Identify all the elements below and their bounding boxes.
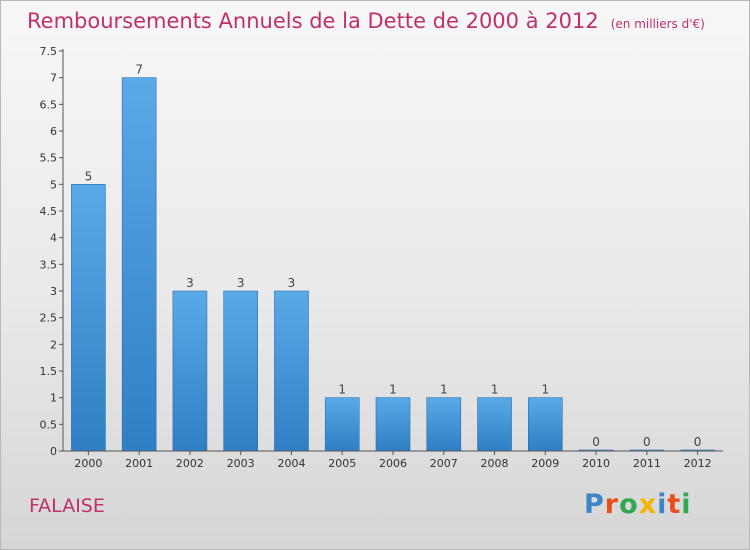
data-label: 1: [440, 383, 448, 397]
data-label: 1: [491, 383, 499, 397]
x-tick-label: 2009: [531, 457, 559, 470]
x-tick-label: 2000: [74, 457, 102, 470]
y-tick-label: 5.5: [40, 152, 58, 165]
logo-letter: P: [584, 489, 605, 520]
y-tick-label: 6.5: [40, 98, 58, 111]
y-tick-label: 7: [50, 72, 57, 85]
x-tick-label: 2001: [125, 457, 153, 470]
y-tick-label: 6: [50, 125, 57, 138]
bar[interactable]: [324, 397, 360, 452]
x-tick-label: 2010: [582, 457, 610, 470]
data-label: 3: [288, 276, 296, 290]
proxiti-logo[interactable]: Proxiti: [584, 489, 692, 520]
data-label: 7: [135, 63, 143, 77]
x-tick-label: 2003: [227, 457, 255, 470]
logo-letter: i: [681, 489, 692, 520]
y-tick-label: 7.5: [40, 45, 58, 58]
bar[interactable]: [121, 77, 157, 452]
y-tick-label: 4.5: [40, 205, 58, 218]
data-label: 5: [85, 169, 93, 183]
y-tick-label: 1: [50, 392, 57, 405]
bar-series: 5 7 3 3 3 1 1 1 1 1 0 0 0: [71, 63, 715, 452]
x-tick-label: 2008: [481, 457, 509, 470]
chart-title: Remboursements Annuels de la Dette de 20…: [27, 9, 705, 33]
data-label: 1: [389, 383, 397, 397]
logo-letter: r: [604, 489, 620, 520]
bar[interactable]: [426, 397, 462, 452]
y-tick-label: 5: [50, 178, 57, 191]
data-label: 0: [592, 435, 600, 449]
logo-letter: i: [657, 489, 668, 520]
y-tick-label: 3: [50, 285, 57, 298]
y-tick-label: 3.5: [40, 258, 58, 271]
bar[interactable]: [172, 290, 208, 452]
x-tick-label: 2012: [684, 457, 712, 470]
x-axis: 2000 2001 2002 2003 2004 2005 2006 2007 2008 2009…: [63, 450, 723, 470]
x-tick-label: 2005: [328, 457, 356, 470]
y-tick-label: 4: [50, 232, 57, 245]
bar[interactable]: [528, 397, 563, 452]
commune-name: FALAISE: [29, 495, 105, 517]
bar[interactable]: [375, 397, 411, 452]
y-tick-label: 0: [50, 445, 57, 458]
bar[interactable]: [223, 290, 258, 452]
x-tick-label: 2006: [379, 457, 407, 470]
logo-letter: t: [667, 489, 682, 520]
x-tick-label: 2011: [633, 457, 661, 470]
bar[interactable]: [71, 184, 106, 452]
chart-title-text: Remboursements Annuels de la Dette de 20…: [27, 9, 599, 33]
data-label: 1: [541, 383, 549, 397]
x-tick-label: 2002: [176, 457, 204, 470]
logo-letter: x: [638, 489, 658, 520]
data-label: 3: [186, 276, 194, 290]
data-label: 1: [338, 383, 346, 397]
data-label: 0: [643, 435, 651, 449]
chart-title-unit: (en milliers d'€): [610, 17, 705, 31]
bar[interactable]: [477, 397, 512, 452]
y-tick-label: 1.5: [40, 365, 58, 378]
data-label: 3: [237, 276, 245, 290]
x-tick-label: 2007: [430, 457, 458, 470]
y-tick-label: 2: [50, 338, 57, 351]
y-tick-label: 0.5: [40, 418, 58, 431]
y-axis: 0 0.5 1 1.5 2 2.5 3 3.5 4 4.5 5 5.5 6 6.5 7 7.5: [40, 45, 64, 458]
x-tick-label: 2004: [277, 457, 305, 470]
y-tick-label: 2.5: [40, 312, 58, 325]
bar[interactable]: [274, 290, 309, 452]
logo-letter: o: [619, 489, 639, 520]
data-label: 0: [694, 435, 702, 449]
